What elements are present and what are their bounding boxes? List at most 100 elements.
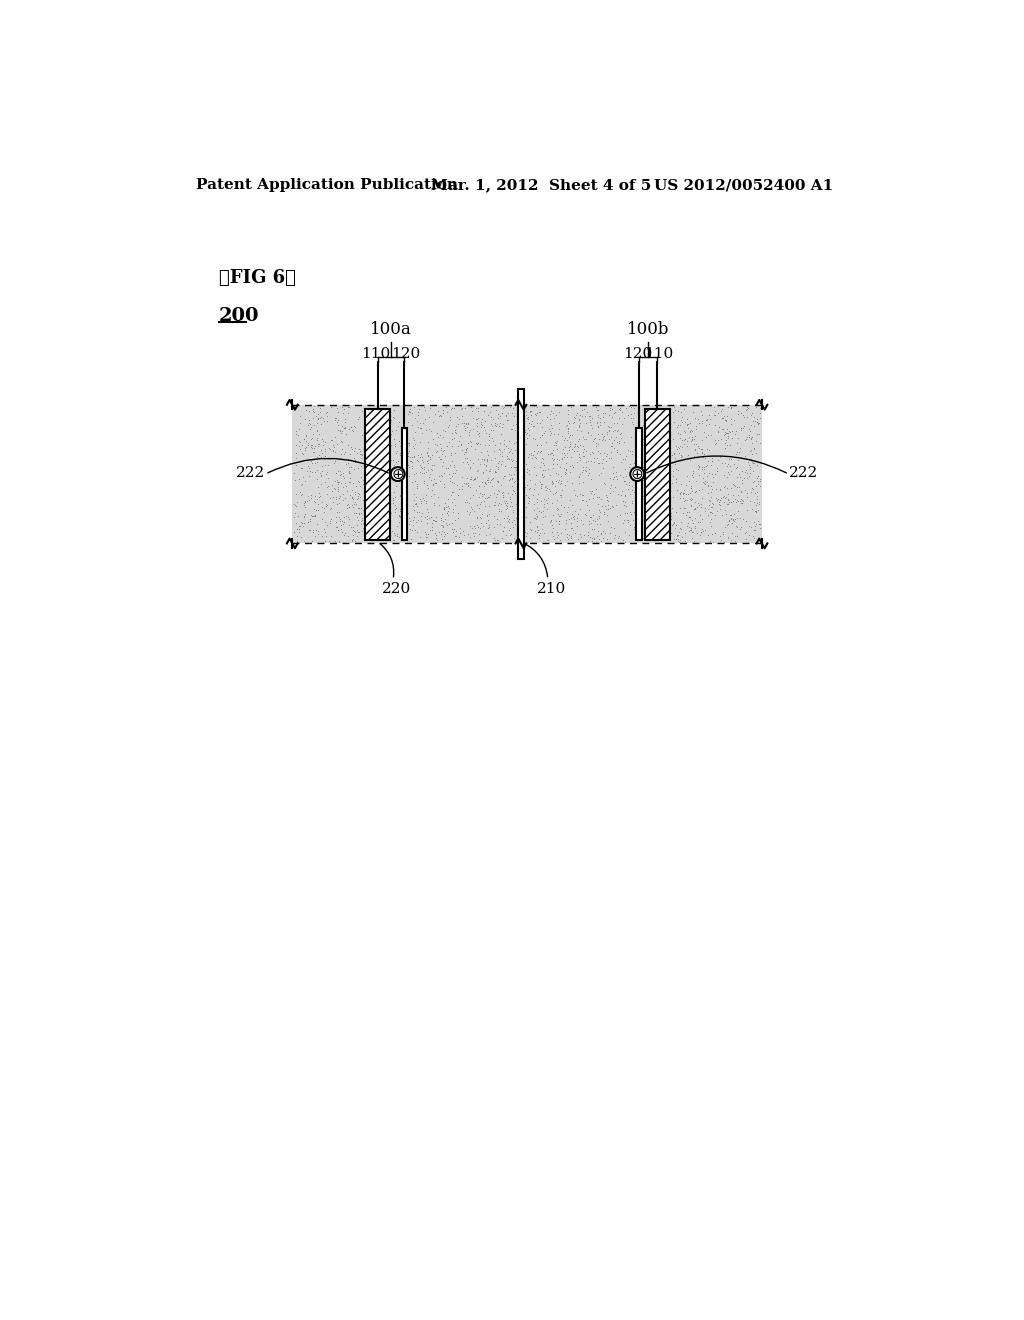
Point bbox=[495, 450, 511, 471]
Point bbox=[489, 457, 506, 478]
Point bbox=[388, 451, 404, 473]
Point bbox=[626, 397, 642, 418]
Point bbox=[472, 433, 488, 454]
Point bbox=[447, 494, 464, 515]
Point bbox=[306, 401, 323, 422]
Point bbox=[460, 412, 476, 433]
Point bbox=[621, 457, 637, 478]
Point bbox=[450, 484, 466, 506]
Point bbox=[528, 403, 545, 424]
Point bbox=[752, 403, 768, 424]
Point bbox=[688, 480, 705, 502]
Point bbox=[306, 414, 323, 436]
Point bbox=[337, 487, 353, 508]
Point bbox=[699, 408, 716, 429]
Point bbox=[444, 491, 461, 512]
Point bbox=[575, 438, 592, 459]
Point bbox=[387, 486, 403, 507]
Point bbox=[555, 429, 571, 450]
Point bbox=[463, 469, 479, 490]
Point bbox=[730, 449, 746, 470]
Point bbox=[627, 528, 643, 549]
Point bbox=[700, 462, 717, 483]
Point bbox=[309, 494, 326, 515]
Point bbox=[570, 473, 587, 494]
Point bbox=[571, 499, 588, 520]
Bar bbox=[292, 405, 762, 544]
Point bbox=[716, 531, 732, 552]
Point bbox=[597, 403, 613, 424]
Point bbox=[713, 400, 729, 421]
Point bbox=[480, 510, 497, 531]
Point bbox=[750, 413, 766, 434]
Point bbox=[674, 527, 690, 548]
Point bbox=[535, 519, 551, 540]
Point bbox=[412, 432, 428, 453]
Point bbox=[582, 405, 598, 426]
Point bbox=[356, 457, 373, 478]
Point bbox=[723, 447, 739, 469]
Point bbox=[707, 414, 723, 436]
Point bbox=[392, 486, 409, 507]
Point bbox=[740, 516, 757, 537]
Point bbox=[308, 451, 325, 473]
Point bbox=[681, 426, 697, 447]
Point bbox=[720, 422, 736, 444]
Point bbox=[674, 430, 690, 451]
Point bbox=[527, 508, 544, 529]
Point bbox=[742, 516, 759, 537]
Point bbox=[488, 510, 505, 531]
Point bbox=[528, 434, 545, 455]
Point bbox=[449, 407, 465, 428]
Point bbox=[546, 424, 562, 445]
Point bbox=[722, 397, 738, 418]
Point bbox=[551, 418, 567, 440]
Point bbox=[460, 473, 476, 494]
Point bbox=[745, 511, 762, 532]
Point bbox=[563, 525, 580, 546]
Point bbox=[484, 467, 501, 488]
Point bbox=[473, 416, 489, 437]
Point bbox=[391, 527, 408, 548]
Point bbox=[535, 425, 551, 446]
Point bbox=[348, 494, 365, 515]
Point bbox=[313, 455, 330, 477]
Point bbox=[445, 428, 462, 449]
Point bbox=[384, 490, 400, 511]
Point bbox=[304, 521, 321, 543]
Point bbox=[528, 442, 545, 463]
Point bbox=[477, 420, 494, 441]
Point bbox=[529, 413, 546, 434]
Point bbox=[414, 463, 430, 484]
Point bbox=[402, 450, 419, 471]
Point bbox=[665, 461, 681, 482]
Point bbox=[694, 444, 711, 465]
Point bbox=[538, 477, 554, 498]
Point bbox=[480, 467, 497, 488]
Point bbox=[521, 528, 538, 549]
Point bbox=[616, 486, 633, 507]
Point bbox=[578, 405, 594, 426]
Point bbox=[455, 475, 471, 496]
Point bbox=[598, 421, 614, 442]
Point bbox=[342, 516, 358, 537]
Point bbox=[742, 429, 759, 450]
Point bbox=[494, 396, 510, 417]
Point bbox=[436, 477, 453, 498]
Point bbox=[563, 397, 580, 418]
Point bbox=[493, 405, 509, 426]
Point bbox=[635, 434, 651, 455]
Point bbox=[718, 411, 734, 432]
Point bbox=[336, 399, 352, 420]
Text: 110: 110 bbox=[644, 347, 674, 360]
Point bbox=[349, 483, 366, 504]
Point bbox=[723, 504, 739, 525]
Point bbox=[412, 454, 428, 475]
Point bbox=[739, 426, 756, 447]
Point bbox=[729, 516, 745, 537]
Point bbox=[529, 492, 546, 513]
Point bbox=[538, 490, 554, 511]
Point bbox=[689, 459, 706, 480]
Point bbox=[739, 407, 756, 428]
Point bbox=[610, 528, 627, 549]
